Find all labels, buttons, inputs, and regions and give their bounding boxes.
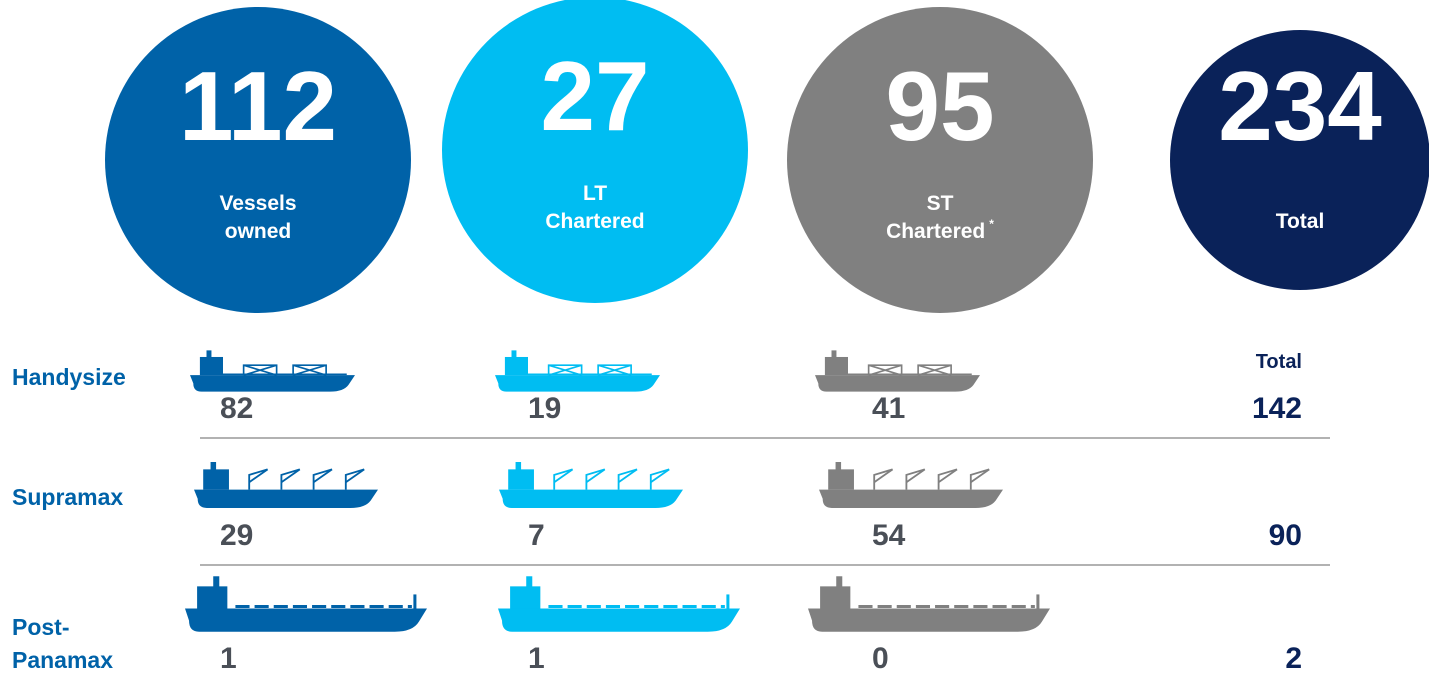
row-value: 19	[528, 392, 561, 425]
ship-icon	[818, 462, 1004, 508]
row-value: 1	[528, 642, 545, 675]
ship-icon	[495, 350, 660, 392]
stat-label: Chartered	[545, 210, 644, 233]
row-total: 142	[1252, 392, 1302, 425]
footnote-mark: *	[989, 217, 994, 231]
row-value: 0	[872, 642, 889, 675]
row-value: 1	[220, 642, 237, 675]
ship-icon	[498, 462, 684, 508]
row-value: 29	[220, 519, 253, 552]
row-name: Post-	[12, 614, 70, 640]
total-header: Total	[1256, 351, 1302, 373]
row-value: 41	[872, 392, 905, 425]
stat-label: Total	[1276, 210, 1325, 233]
stat-label: owned	[225, 220, 292, 243]
stat-circle	[442, 0, 748, 303]
row-value: 82	[220, 392, 253, 425]
stat-number: 27	[540, 41, 649, 151]
row-name: Panamax	[12, 647, 113, 673]
ship-icon	[185, 575, 427, 633]
row-total: 2	[1285, 642, 1302, 675]
stat-number: 234	[1218, 51, 1382, 161]
stat-label: Chartered *	[886, 217, 994, 243]
stat-number: 112	[179, 51, 337, 161]
ship-icon	[808, 575, 1050, 633]
rows: Handysize 82 19 41 142 Supramax 29 7 54 90 Post- Pa…	[12, 350, 1302, 675]
row-name: Supramax	[12, 484, 123, 510]
stat-label: LT	[583, 182, 607, 205]
row-value: 54	[872, 519, 906, 552]
ship-icon	[498, 575, 740, 633]
row-name: Handysize	[12, 364, 126, 390]
ship-icon	[193, 462, 379, 508]
stat-label: ST	[927, 192, 954, 215]
stat-circle	[105, 7, 411, 313]
circles: 112 Vessels owned 27 LT Chartered 95 STChartere…	[105, 0, 1429, 313]
ship-icon	[190, 350, 355, 392]
stat-label: Vessels	[219, 192, 296, 215]
stat-circle	[1170, 30, 1429, 290]
ship-icon	[815, 350, 980, 392]
stat-number: 95	[885, 51, 994, 161]
row-value: 7	[528, 519, 545, 552]
stat-circle	[787, 7, 1093, 313]
row-total: 90	[1269, 519, 1302, 552]
